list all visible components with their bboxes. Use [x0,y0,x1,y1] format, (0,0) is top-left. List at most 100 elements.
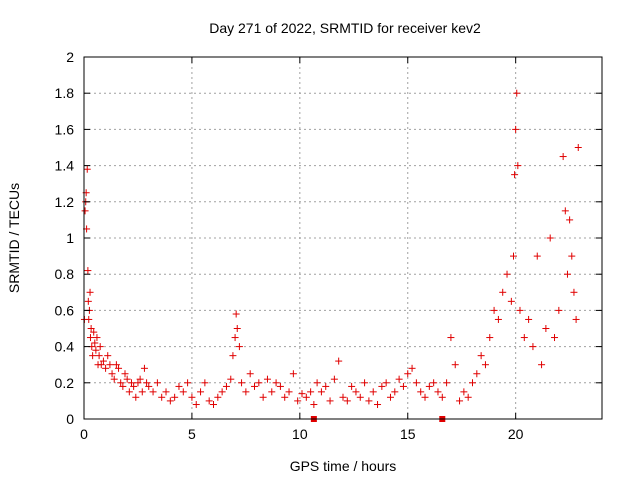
data-point [499,288,507,296]
data-point [382,379,390,387]
data-point [229,352,237,360]
data-point [108,370,116,378]
data-point [430,379,438,387]
y-tick-label: 2 [66,49,74,65]
data-point [251,382,259,390]
data-point [510,252,518,260]
data-point [313,379,321,387]
y-tick-label: 1.2 [55,194,75,210]
data-point [127,379,135,387]
data-point [289,370,297,378]
data-point [242,388,250,396]
data-point [513,89,521,97]
data-point [85,315,93,323]
data-point [276,382,284,390]
y-tick-label: 1.8 [55,85,75,101]
data-point [86,288,94,296]
data-point [162,388,170,396]
data-point [227,375,235,383]
data-point [81,207,89,215]
data-point [456,397,464,405]
data-point [514,162,522,170]
data-point [529,343,537,351]
data-point [119,382,127,390]
data-point [307,388,315,396]
data-point [130,382,138,390]
data-point [86,334,94,342]
data-point [404,370,412,378]
data-point [192,401,200,409]
data-point [171,393,179,401]
data-point [197,388,205,396]
data-point [263,375,271,383]
data-point [330,375,338,383]
data-point [95,352,103,360]
data-point [391,388,399,396]
y-axis-ticks: 0 0.2 0.4 0.6 0.8 1 1.2 1.4 1.6 1.8 2 [55,49,602,427]
data-point [374,401,382,409]
y-tick-label: 1.6 [55,121,75,137]
data-point [365,397,373,405]
data-point [559,153,567,161]
data-point [117,379,125,387]
data-point [140,364,148,372]
data-point [464,393,472,401]
data-point [143,379,151,387]
data-point [566,216,574,224]
data-point [235,343,243,351]
data-point [214,393,222,401]
data-point [255,379,263,387]
data-point [110,375,118,383]
data-point [507,297,515,305]
data-point [145,382,153,390]
data-point [188,393,196,401]
data-point [516,306,524,314]
data-point [310,401,318,409]
data-point [473,370,481,378]
x-axis-ticks: 0 5 10 15 20 [80,57,524,442]
data-point [451,361,459,369]
data-point [447,334,455,342]
data-point [399,382,407,390]
data-point [494,315,502,323]
data-point [421,393,429,401]
y-tick-label: 0.2 [55,375,75,391]
data-point [425,382,433,390]
data-point [132,393,140,401]
data-point [542,325,550,332]
data-point [298,390,306,398]
data-point [343,397,351,405]
y-tick-label: 0.6 [55,302,75,318]
data-point [395,375,403,383]
data-point [106,361,114,369]
data-point [92,346,100,354]
data-point [520,334,528,342]
data-point [525,315,533,323]
data-point [179,388,187,396]
data-point [361,379,369,387]
data-point [477,352,485,360]
data-point [210,401,217,409]
data-point [175,382,183,390]
data-point [356,393,364,401]
data-point [90,328,98,336]
data-point [574,144,582,151]
data-point [238,379,246,387]
data-point [294,397,302,405]
data-point [378,382,386,390]
data-point [460,388,468,396]
data-point [246,370,254,378]
data-point [268,388,276,396]
data-point [232,310,240,318]
data-point [551,334,559,342]
chart-title: Day 271 of 2022, SRMTID for receiver kev… [209,20,481,36]
data-point [96,343,104,351]
y-tick-label: 0 [66,411,74,427]
y-tick-label: 0.8 [55,266,75,282]
data-point [138,388,146,396]
data-point [322,382,330,390]
data-point [568,252,576,260]
y-tick-label: 0.4 [55,339,75,355]
data-point [115,364,123,372]
